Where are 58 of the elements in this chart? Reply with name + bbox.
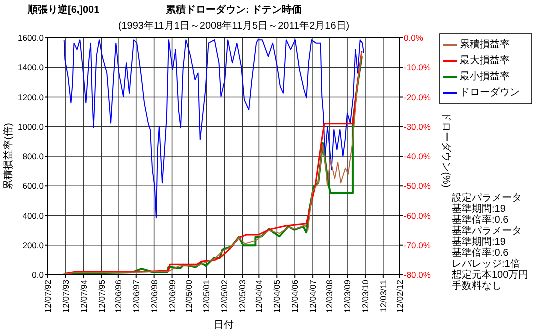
y2-tick-label: -10.0%	[404, 62, 432, 73]
y2-tick-label: -50.0%	[404, 181, 432, 192]
y-tick-label: 800.0	[22, 152, 44, 162]
x-tick-label: 12/04/04	[254, 280, 264, 314]
y-tick-label: 600.0	[22, 181, 44, 192]
x-tick-label: 12/03/08	[324, 280, 335, 314]
y2-tick-label: -40.0%	[404, 152, 432, 162]
x-tick-label: 12/06/98	[149, 280, 160, 314]
text: 基準期間:19	[452, 203, 506, 215]
legend-label: 最大損益率	[460, 54, 510, 66]
text: 想定元本100万円	[451, 269, 529, 281]
x-tick-label: 12/07/92	[43, 280, 53, 314]
x-tick-label: 12/07/95	[96, 280, 107, 314]
y-axis-title: 累積損益率(倍)	[2, 123, 14, 190]
y-tick-label: 0.0	[32, 270, 44, 280]
y-tick-label: 1000.0	[18, 122, 44, 132]
x-tick-label: 12/05/00	[184, 280, 194, 314]
x-tick-label: 12/06/99	[167, 280, 178, 314]
text: 設定パラメータ	[452, 192, 522, 204]
text: 基準倍率:0.6	[452, 214, 510, 226]
text: 基準倍率:0.6	[452, 247, 510, 259]
x-tick-label: 12/04/05	[272, 280, 282, 314]
x-tick-label: 12/02/12	[395, 280, 405, 314]
x-tick-label: 12/05/01	[202, 280, 212, 314]
text: 累積ドローダウン: ドテン時価	[166, 5, 302, 16]
x-tick-label: 12/05/03	[238, 280, 248, 314]
y2-axis-title: ドローダウン(%)	[440, 112, 452, 188]
chart-subtitle: (1993年11月1日～2008年11月5日～2011年2月16日)	[118, 20, 350, 32]
y2-tick-label: -70.0%	[404, 240, 432, 250]
text: 順張り逆[6,]001	[28, 5, 100, 16]
legend-label: 最小損益率	[460, 70, 510, 82]
text: 基準パラメータ	[452, 225, 522, 237]
y-tick-label: 400.0	[22, 210, 44, 221]
x-tick-label: 12/07/93	[60, 280, 71, 314]
x-tick-label: 12/06/97	[131, 280, 142, 314]
y2-tick-label: -60.0%	[404, 210, 432, 221]
x-tick-label: 12/06/96	[113, 280, 124, 314]
legend-label: ドローダウン	[460, 86, 520, 98]
y2-tick-label: -30.0%	[404, 122, 432, 132]
y2-tick-label: 0.0%	[404, 33, 424, 43]
legend-label: 累積損益率	[460, 38, 510, 50]
y2-tick-label: -80.0%	[404, 270, 432, 280]
x-tick-label: 12/04/07	[308, 280, 318, 314]
x-tick-label: 12/03/10	[360, 280, 370, 314]
y-tick-label: 1200.0	[18, 92, 44, 102]
y-tick-label: 1600.0	[18, 33, 44, 43]
text: 基準期間:19	[452, 236, 506, 248]
x-tick-label: 12/07/94	[78, 280, 89, 314]
text: 手数料なし	[452, 280, 502, 292]
x-axis-title: 日付	[214, 320, 234, 331]
y-tick-label: 1400.0	[18, 62, 44, 73]
y-tick-label: 200.0	[22, 240, 44, 250]
text: レバレッジ:1倍	[452, 258, 520, 270]
y2-tick-label: -20.0%	[404, 92, 432, 102]
x-tick-label: 12/03/11	[378, 280, 388, 312]
x-tick-label: 12/03/09	[342, 280, 352, 314]
x-tick-label: 12/05/02	[220, 280, 230, 314]
x-tick-label: 12/04/06	[290, 280, 300, 314]
